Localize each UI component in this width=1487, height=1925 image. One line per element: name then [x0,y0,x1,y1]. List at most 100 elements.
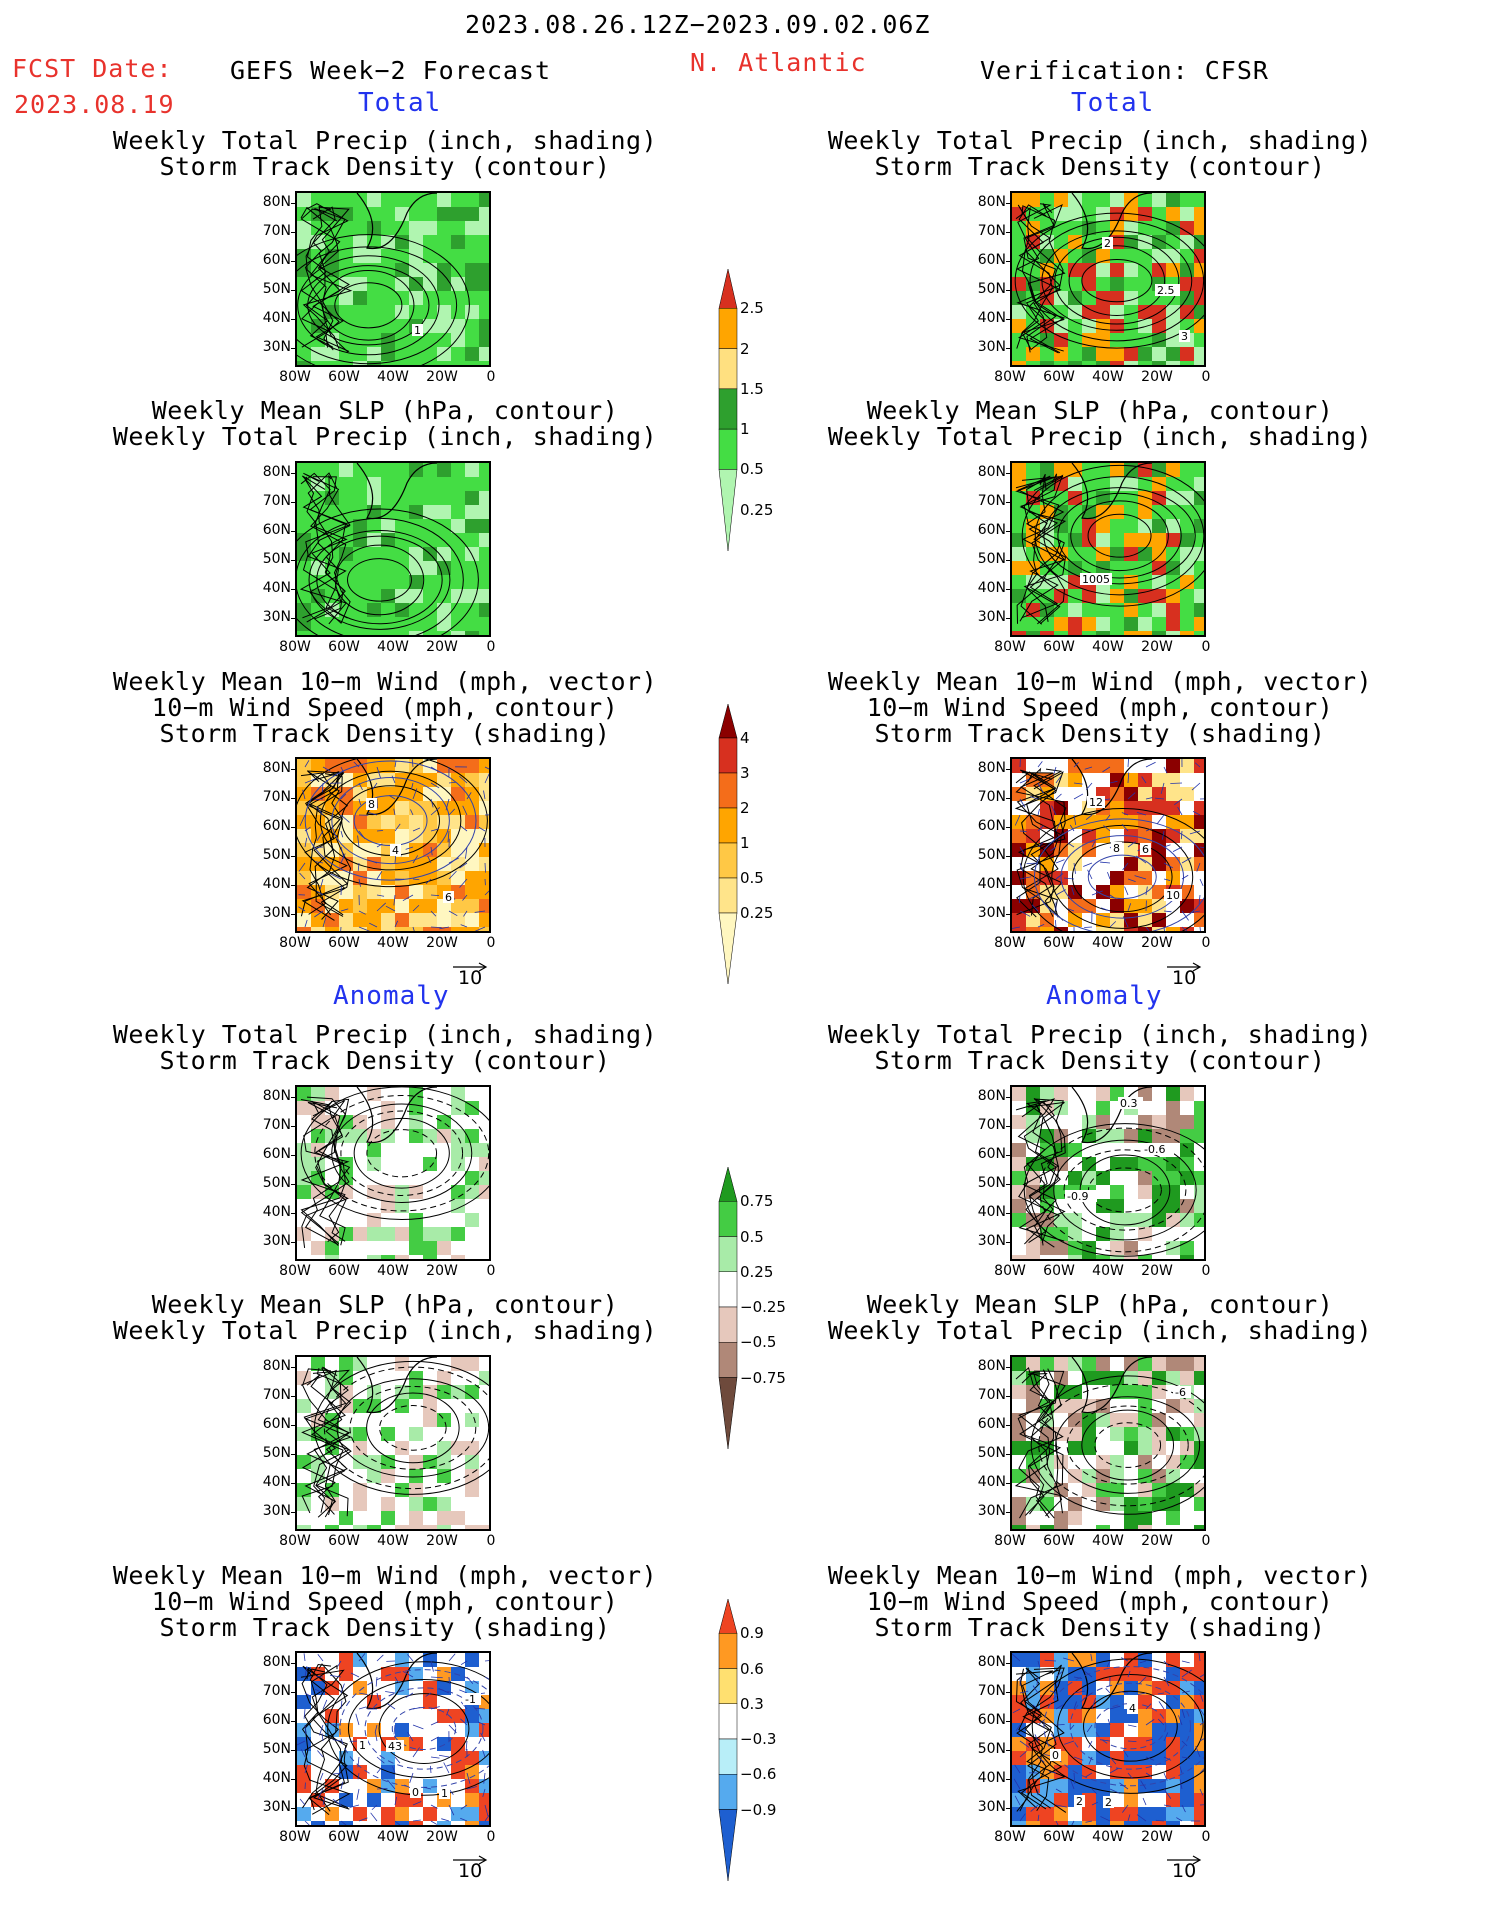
title-obs-4-line-2: Storm Track Density (contour) [874,1046,1326,1075]
colorbar-label: 0.25 [740,904,774,922]
colorbar-label: 3 [740,764,750,782]
colorbar-label: 0.5 [740,460,764,479]
lat-label: 40N [262,1770,291,1786]
lat-label: 30N [977,1233,1006,1249]
title-obs-6-line-3: Storm Track Density (shading) [874,1613,1326,1642]
lat-tick [291,1242,295,1243]
lat-tick [291,502,295,503]
lat-label: 60N [977,252,1006,268]
vector-ref-obs-total-label: 10 [1172,967,1197,989]
lat-label: 50N [262,281,291,297]
title-fc-6-line-1: Weekly Mean 10−m Wind (mph, vector) [112,1561,658,1590]
title-obs-3-line-2: 10−m Wind Speed (mph, contour) [866,693,1334,722]
section-anomaly-left: Anomaly [333,981,450,1011]
svg-text:4: 4 [1129,1702,1136,1715]
lon-label: 20W [1141,639,1173,655]
lat-tick [291,473,295,474]
lat-label: 50N [262,551,291,567]
svg-text:1: 1 [441,1787,448,1800]
svg-text:4: 4 [392,844,399,857]
lat-label: 30N [977,1799,1006,1815]
lat-tick [1006,1425,1010,1426]
lat-tick [291,1663,295,1664]
lat-tick [291,618,295,619]
lat-tick [1006,1097,1010,1098]
title-obs-4-line-1: Weekly Total Precip (inch, shading) [827,1020,1373,1049]
lon-label: 40W [377,1829,409,1845]
lat-label: 80N [262,464,291,480]
fcst-date-label: FCST Date: [12,54,173,83]
title-obs-3-line-3: Storm Track Density (shading) [874,719,1326,748]
lat-label: 50N [262,847,291,863]
colorbar-label: 2 [740,799,750,817]
lat-label: 80N [262,1358,291,1374]
lat-tick [291,1213,295,1214]
verification-map-3: 8 10 12 6 [1010,757,1206,933]
title-fc-1-line-1: Weekly Total Precip (inch, shading) [112,126,658,155]
lat-label: 60N [977,818,1006,834]
verification-map-5: -6 [1010,1355,1206,1531]
colorbar-storm-total [718,703,738,989]
lat-label: 60N [977,522,1006,538]
lat-label: 40N [262,310,291,326]
region-title: N. Atlantic [690,48,867,77]
svg-text:2.5: 2.5 [1157,284,1175,297]
lon-label: 60W [1043,639,1075,655]
lat-tick [291,203,295,204]
lat-tick [291,232,295,233]
lat-tick [1006,856,1010,857]
lat-label: 50N [977,1445,1006,1461]
lat-label: 80N [977,1358,1006,1374]
lat-tick [291,1808,295,1809]
lon-label: 60W [1043,1829,1075,1845]
lat-label: 30N [977,339,1006,355]
lon-label: 0 [1201,1533,1211,1549]
lon-label: 80W [279,639,311,655]
lon-label: 20W [1141,935,1173,951]
title-obs-5-line-1: Weekly Mean SLP (hPa, contour) [866,1290,1334,1319]
lon-label: 20W [426,935,458,951]
lon-label: 80W [994,1533,1026,1549]
lat-tick [1006,232,1010,233]
title-fc-3-line-2: 10−m Wind Speed (mph, contour) [151,693,619,722]
lat-tick [291,290,295,291]
lat-tick [1006,827,1010,828]
colorbar-label: 0.5 [740,1227,764,1246]
lat-tick [1006,1126,1010,1127]
lon-label: 0 [486,1263,496,1279]
lat-label: 70N [977,223,1006,239]
lat-label: 70N [262,1683,291,1699]
section-anomaly-right: Anomaly [1046,981,1163,1011]
lat-label: 70N [262,1117,291,1133]
svg-text:1: 1 [359,1739,366,1752]
section-total-right: Total [1071,88,1155,118]
lon-label: 80W [994,935,1026,951]
colorbar-precip-total [718,268,738,556]
lat-tick [291,1097,295,1098]
vector-ref-obs-anom-arrow [1166,1850,1202,1869]
lon-label: 40W [377,1263,409,1279]
lat-tick [291,885,295,886]
lat-label: 60N [977,1712,1006,1728]
lat-label: 60N [977,1146,1006,1162]
lat-label: 80N [262,194,291,210]
lon-label: 40W [1092,1263,1124,1279]
lon-label: 60W [328,1829,360,1845]
lat-label: 70N [977,1683,1006,1699]
lat-label: 80N [262,1654,291,1670]
lat-label: 30N [262,1799,291,1815]
lon-label: 60W [328,639,360,655]
lat-label: 70N [977,1387,1006,1403]
title-obs-3-line-1: Weekly Mean 10−m Wind (mph, vector) [827,667,1373,696]
lat-label: 30N [977,1503,1006,1519]
lat-label: 80N [262,760,291,776]
lat-tick [1006,1155,1010,1156]
colorbar-label: 0.6 [740,1659,764,1678]
lon-label: 0 [486,1829,496,1845]
lat-tick [1006,203,1010,204]
lat-tick [1006,1779,1010,1780]
vector-ref-obs-anom-label: 10 [1172,1860,1197,1882]
lon-label: 0 [1201,369,1211,385]
lat-tick [1006,502,1010,503]
lat-tick [1006,1184,1010,1185]
